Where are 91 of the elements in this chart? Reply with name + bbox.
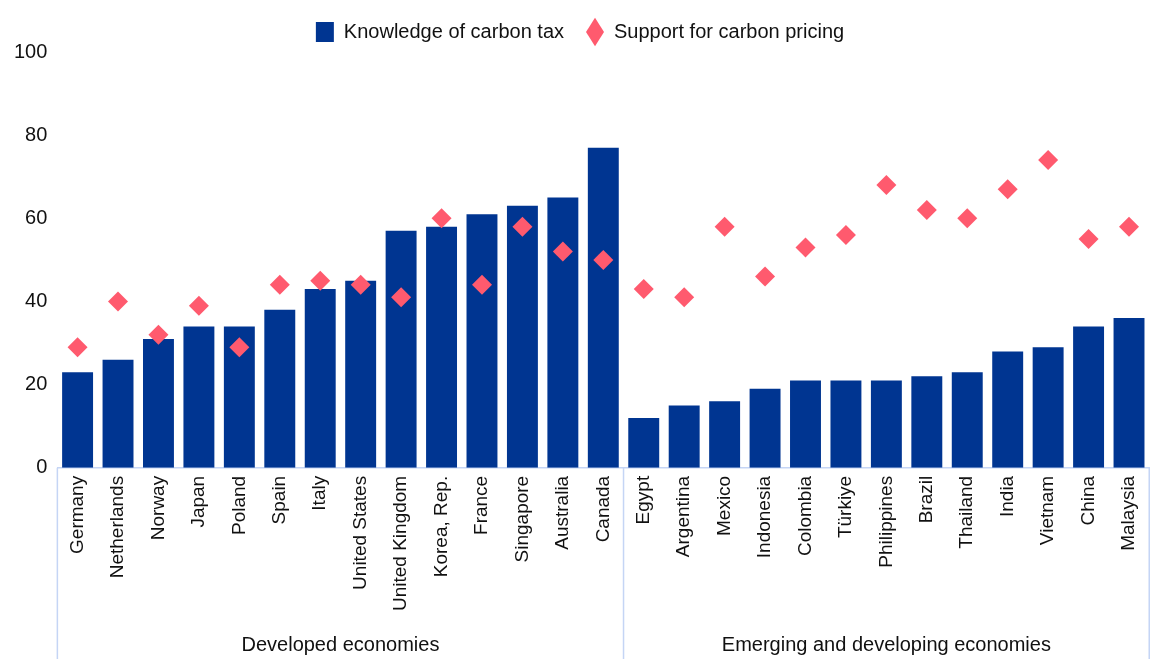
bar — [264, 309, 296, 468]
x-tick-label: Argentina — [672, 475, 694, 558]
bar — [183, 326, 215, 468]
bar — [143, 338, 174, 468]
point — [593, 249, 614, 270]
bar — [385, 230, 417, 468]
point — [633, 279, 654, 300]
x-tick-label: Indonesia — [753, 475, 775, 559]
point — [310, 270, 331, 291]
point — [755, 266, 776, 287]
point — [714, 216, 735, 237]
bar — [1032, 347, 1064, 468]
point — [674, 287, 695, 308]
x-tick-label: Norway — [146, 475, 168, 541]
point — [1078, 229, 1099, 250]
x-tick-label: Thailand — [955, 475, 977, 549]
x-tick-label: Canada — [591, 475, 613, 543]
point — [876, 175, 897, 196]
x-tick-label: Korea, Rep. — [429, 475, 451, 578]
point — [108, 291, 129, 312]
y-tick-label: 40 — [25, 289, 48, 311]
bar — [62, 372, 94, 468]
point — [431, 208, 452, 229]
x-tick-label: Egypt — [631, 475, 653, 525]
x-tick-label: Spain — [268, 475, 290, 525]
x-tick-label: United Kingdom — [389, 475, 411, 612]
bar — [709, 401, 741, 468]
point — [148, 324, 169, 345]
point — [350, 274, 371, 295]
point — [997, 179, 1018, 200]
text: Developed economies — [241, 632, 440, 655]
point — [1038, 150, 1059, 171]
x-tick-label: Brazil — [915, 475, 937, 524]
point — [552, 241, 573, 262]
bar — [506, 205, 538, 468]
point — [957, 208, 978, 229]
point — [229, 337, 250, 358]
x-tick-label: France — [470, 475, 492, 535]
x-tick-label: Philippines — [874, 475, 896, 568]
x-tick-label: Germany — [65, 475, 87, 554]
x-tick-label: Colombia — [793, 475, 815, 557]
legend-label: Support for carbon pricing — [614, 19, 845, 42]
bar — [345, 280, 377, 468]
bar — [992, 351, 1024, 468]
bar — [102, 359, 134, 468]
bar — [749, 388, 781, 468]
bar — [870, 380, 902, 468]
x-tick-label: Singapore — [510, 475, 532, 563]
bar — [547, 197, 579, 468]
y-tick-label: 60 — [25, 205, 48, 228]
point — [916, 200, 937, 221]
y-tick-label: 0 — [36, 455, 48, 478]
x-tick-label: Netherlands — [106, 475, 128, 579]
bar — [304, 289, 336, 468]
x-tick-label: Türkiye — [834, 475, 856, 539]
x-tick-label: India — [995, 475, 1017, 518]
x-tick-label: Italy — [308, 475, 330, 511]
bar — [668, 405, 700, 468]
point — [391, 287, 412, 308]
bar — [628, 417, 660, 468]
point — [1119, 216, 1140, 237]
y-tick-label: 80 — [25, 122, 48, 145]
point — [795, 237, 816, 258]
bar — [911, 376, 943, 468]
point — [471, 274, 492, 295]
bar — [830, 380, 862, 468]
bar — [587, 147, 619, 468]
point — [269, 274, 290, 295]
x-tick-label: United States — [348, 475, 370, 590]
x-tick-label: Vietnam — [1036, 475, 1058, 546]
x-tick-label: Poland — [227, 475, 249, 535]
x-tick-label: Japan — [187, 475, 209, 528]
text: Emerging and developing economies — [721, 632, 1051, 655]
bar — [790, 380, 821, 468]
y-tick-label: 20 — [25, 372, 48, 395]
x-tick-label: China — [1076, 475, 1098, 526]
y-tick-label: 100 — [13, 39, 48, 62]
bar — [466, 214, 498, 468]
point — [835, 224, 856, 245]
bar — [1113, 318, 1145, 468]
bar — [951, 372, 983, 468]
legend-label: Knowledge of carbon tax — [343, 19, 565, 42]
x-tick-label: Australia — [551, 475, 573, 550]
bar — [1073, 326, 1105, 468]
x-tick-label: Malaysia — [1117, 475, 1139, 551]
point — [67, 337, 88, 358]
bar — [426, 226, 458, 468]
point — [188, 295, 209, 316]
point — [512, 216, 533, 237]
x-tick-label: Mexico — [712, 475, 734, 536]
bar — [223, 326, 255, 468]
